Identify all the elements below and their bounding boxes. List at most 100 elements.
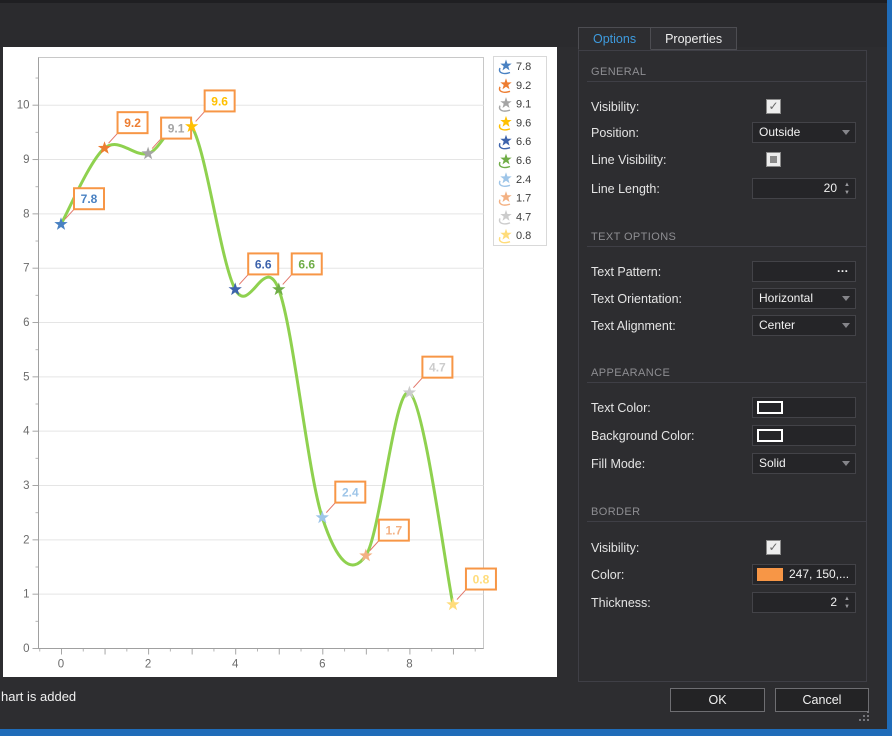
- legend-star-icon: [500, 191, 512, 202]
- data-label-box[interactable]: [73, 187, 105, 211]
- tabbar: Options Properties: [578, 27, 738, 50]
- legend-item[interactable]: 6.6: [498, 153, 532, 169]
- resize-grip-icon[interactable]: [856, 708, 870, 722]
- data-point-marker[interactable]: [185, 119, 199, 133]
- data-label-value: 1.7: [386, 524, 403, 538]
- data-point-marker[interactable]: [315, 510, 329, 524]
- text-orientation-value: Horizontal: [759, 291, 814, 305]
- section-divider: [587, 382, 866, 383]
- visibility-label: Visibility:: [591, 100, 640, 114]
- status-message: hart is added: [1, 689, 77, 704]
- data-point-marker[interactable]: [54, 217, 68, 230]
- color-swatch-icon: [757, 401, 783, 414]
- row-visibility: Visibility: ✓: [591, 96, 856, 118]
- data-label-box[interactable]: [116, 111, 149, 135]
- legend-label: 9.1: [516, 99, 531, 111]
- legend-label: 6.6: [516, 136, 531, 148]
- data-label-value: 9.1: [168, 122, 185, 136]
- position-dropdown[interactable]: Outside: [752, 122, 856, 143]
- line-visibility-checkbox[interactable]: [766, 152, 781, 167]
- background-color-picker[interactable]: [752, 425, 856, 446]
- chart-preview-panel[interactable]: 0 1 2 3 4 5 6 7 8 9 10 0 2 4 6 8 7.8 9.2 9.1 9.6 6.6 6.6 2.4 1.…: [3, 47, 557, 677]
- legend-star-swirl: [498, 86, 511, 93]
- legend-star-swirl: [498, 180, 511, 187]
- line-length-spinner[interactable]: 20 ▲ ▼: [752, 178, 856, 199]
- row-fill-mode: Fill Mode: Solid: [591, 453, 856, 475]
- y-axis-label: 5: [23, 371, 29, 383]
- data-point-marker[interactable]: [97, 141, 112, 154]
- legend-star-icon: [500, 153, 512, 165]
- ok-button[interactable]: OK: [670, 688, 765, 712]
- fill-mode-dropdown[interactable]: Solid: [752, 453, 856, 474]
- data-label-value: 9.2: [124, 116, 141, 130]
- legend-item[interactable]: 7.8: [498, 59, 532, 75]
- data-label-box[interactable]: [377, 518, 410, 542]
- data-label-box[interactable]: [334, 480, 367, 504]
- text-alignment-value: Center: [759, 318, 796, 332]
- data-label-value: 6.6: [255, 257, 272, 271]
- data-label-box[interactable]: [247, 252, 280, 276]
- legend-label: 9.2: [516, 80, 531, 92]
- x-axis-label: 0: [58, 659, 64, 671]
- ellipsis-button[interactable]: …: [836, 261, 850, 275]
- visibility-checkbox[interactable]: ✓: [766, 99, 781, 114]
- legend-star-icon: [500, 228, 512, 240]
- legend-label: 4.7: [516, 211, 531, 223]
- data-point-marker[interactable]: [359, 548, 373, 562]
- legend-item[interactable]: 9.1: [498, 97, 532, 112]
- background-color-label: Background Color:: [591, 429, 695, 443]
- row-text-orientation: Text Orientation: Horizontal: [591, 288, 856, 310]
- chevron-down-icon: [842, 461, 850, 466]
- text-orientation-dropdown[interactable]: Horizontal: [752, 288, 856, 309]
- legend-item[interactable]: 1.7: [498, 191, 532, 206]
- legend-star-icon: [500, 134, 512, 146]
- options-panel: Options Properties GENERAL Visibility: ✓…: [578, 27, 867, 682]
- row-position: Position: Outside: [591, 122, 856, 144]
- legend-item[interactable]: 2.4: [498, 172, 532, 187]
- window-border-right: [887, 0, 892, 736]
- data-point-marker[interactable]: [141, 146, 155, 160]
- text-orientation-label: Text Orientation:: [591, 292, 683, 306]
- text-pattern-field[interactable]: …: [752, 261, 856, 282]
- data-point-marker[interactable]: [446, 597, 460, 611]
- section-header-general: GENERAL: [591, 66, 647, 78]
- y-axis-label: 2: [23, 534, 29, 546]
- legend-label: 1.7: [516, 193, 531, 205]
- window-top-strip: [0, 0, 892, 47]
- border-visibility-checkbox[interactable]: ✓: [766, 540, 781, 555]
- legend-item[interactable]: 9.2: [498, 78, 532, 93]
- legend-item[interactable]: 4.7: [498, 209, 532, 225]
- fill-mode-label: Fill Mode:: [591, 457, 646, 471]
- spinner-arrows-icon[interactable]: ▲ ▼: [844, 596, 850, 610]
- text-alignment-dropdown[interactable]: Center: [752, 315, 856, 336]
- y-axis-label: 3: [23, 480, 29, 492]
- data-point-marker[interactable]: [272, 282, 286, 296]
- text-color-picker[interactable]: [752, 397, 856, 418]
- tab-options[interactable]: Options: [578, 27, 652, 50]
- y-axis-label: 7: [23, 263, 29, 275]
- spinner-arrows-icon[interactable]: ▲ ▼: [844, 182, 850, 196]
- border-thickness-spinner[interactable]: 2 ▲ ▼: [752, 592, 856, 613]
- x-axis-label: 2: [145, 659, 151, 671]
- y-axis-label: 9: [23, 154, 29, 166]
- color-swatch-icon: [757, 429, 783, 442]
- legend-item[interactable]: 6.6: [498, 134, 532, 150]
- legend-item[interactable]: 0.8: [498, 228, 532, 244]
- data-label-box[interactable]: [464, 567, 497, 591]
- data-label-box[interactable]: [290, 252, 323, 276]
- data-point-marker[interactable]: [402, 385, 417, 399]
- legend-star-swirl: [498, 142, 511, 150]
- line-visibility-label: Line Visibility:: [591, 153, 667, 167]
- border-visibility-label: Visibility:: [591, 541, 640, 555]
- window-border-bottom: [0, 729, 892, 736]
- data-point-marker[interactable]: [228, 282, 242, 296]
- cancel-button[interactable]: Cancel: [775, 688, 869, 712]
- data-label-box[interactable]: [421, 355, 454, 379]
- border-color-picker[interactable]: 247, 150,...: [752, 564, 856, 585]
- y-axis-label: 8: [23, 208, 29, 220]
- legend-item[interactable]: 9.6: [498, 115, 532, 131]
- tab-properties[interactable]: Properties: [651, 27, 738, 50]
- data-label-box[interactable]: [203, 89, 236, 113]
- border-thickness-label: Thickness:: [591, 596, 651, 610]
- row-border-thickness: Thickness: 2 ▲ ▼: [591, 592, 856, 614]
